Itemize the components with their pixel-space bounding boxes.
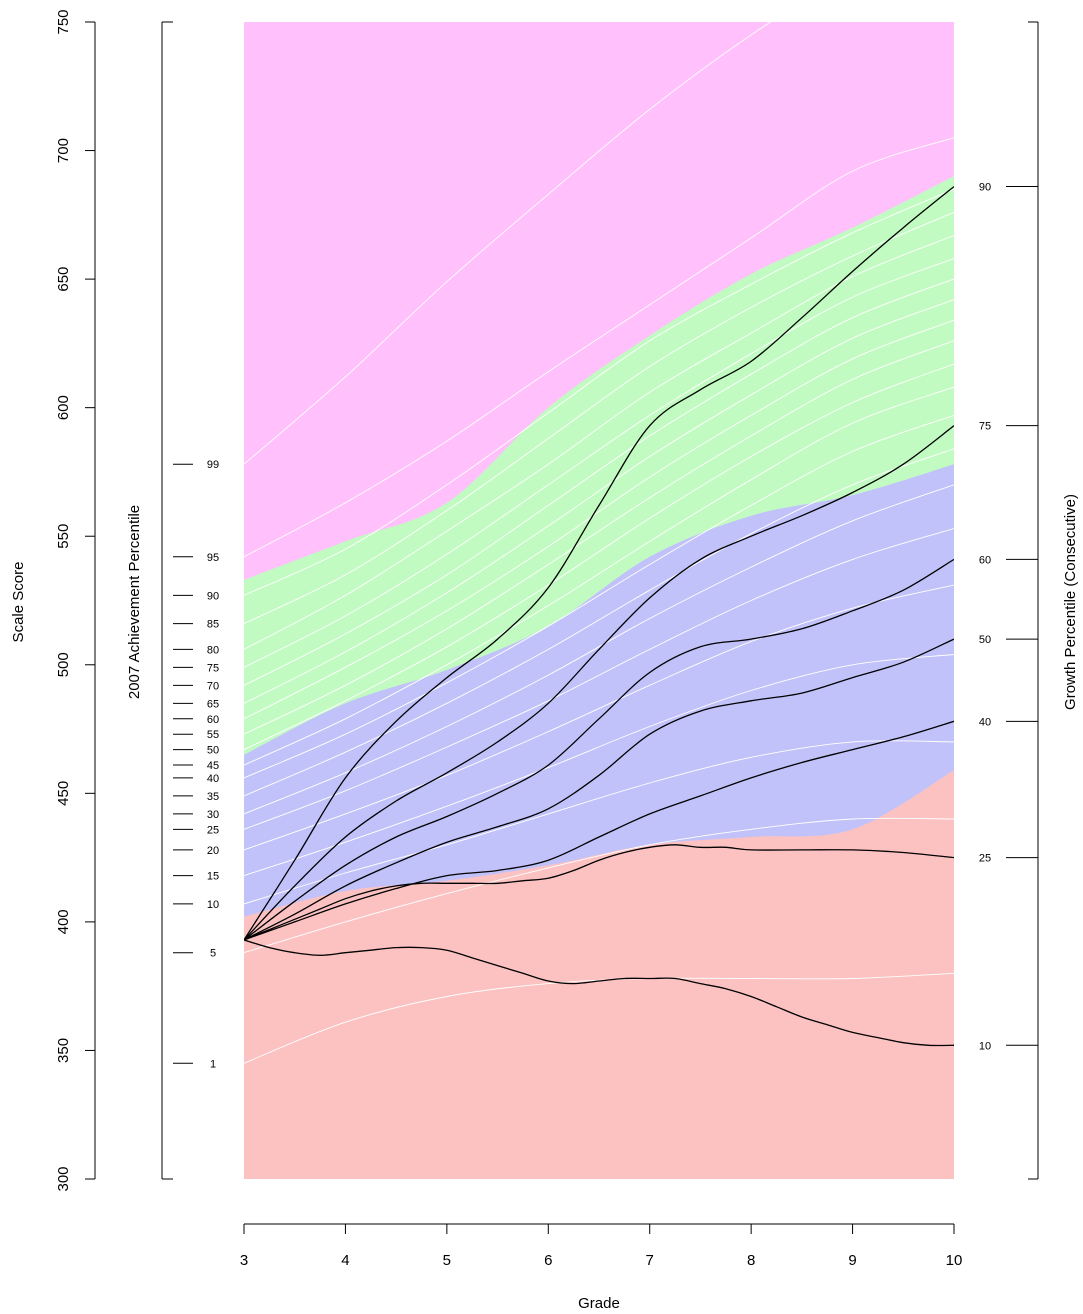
percentile-curve-35	[244, 448, 954, 797]
x-tick-label: 5	[443, 1252, 451, 1269]
achievement-tick-label: 90	[207, 590, 219, 602]
y-tick-label: 450	[55, 781, 72, 806]
growth-trajectory-75	[244, 425, 954, 941]
growth-trajectory-25	[244, 844, 954, 941]
region-bottom	[244, 770, 954, 1179]
percentile-curve-75	[244, 258, 954, 668]
achievement-tick-label: 15	[207, 871, 219, 883]
growth-tick-label: 60	[979, 554, 991, 566]
percentile-curve-60	[244, 319, 954, 720]
percentile-curve-25	[244, 528, 954, 830]
y-tick-label: 400	[55, 909, 72, 934]
y-tick-label: 650	[55, 267, 72, 292]
x-tick-label: 3	[240, 1252, 248, 1269]
growth-trajectory-10	[244, 939, 954, 1047]
growth-tick-label: 40	[979, 716, 991, 728]
achievement-tick-label: 1	[210, 1058, 216, 1070]
growth-tick-label: 10	[979, 1040, 991, 1052]
achievement-tick-label: 20	[207, 845, 219, 857]
growth-trajectory-50	[244, 638, 954, 941]
y-axis: 300 350 400 450 500 550 600 650 700 750	[55, 9, 96, 1192]
growth-percentile-axis: 90 75 60 50 40 25 10	[979, 21, 1039, 1180]
percentile-curve-20	[244, 584, 954, 851]
achievement-tick-label: 25	[207, 824, 219, 836]
percentile-curve-50	[244, 363, 954, 751]
achievement-tick-label: 99	[207, 459, 219, 471]
percentile-curve-15	[244, 654, 954, 877]
achievement-regions	[244, 22, 954, 1179]
x-axis-title: Grade	[578, 1295, 620, 1312]
achievement-axis-title: 2007 Achievement Percentile	[126, 505, 143, 699]
x-axis: 3 4 5 6 7 8 9 10	[240, 1223, 963, 1269]
achievement-tick-label: 55	[207, 729, 219, 741]
percentile-curve-5	[244, 817, 954, 954]
achievement-tick-label: 75	[207, 662, 219, 674]
growth-tick-label: 25	[979, 853, 991, 865]
x-tick-label: 4	[341, 1252, 349, 1269]
growth-trajectory-40	[244, 720, 954, 941]
achievement-tick-label: 40	[207, 773, 219, 785]
achievement-tick-label: 35	[207, 791, 219, 803]
percentile-curve-90	[244, 188, 954, 596]
percentile-curve-95	[244, 137, 954, 558]
y-tick-label: 300	[55, 1166, 72, 1191]
growth-percentile-curves	[244, 186, 954, 1047]
percentile-curve-65	[244, 299, 954, 704]
y-tick-label: 750	[55, 9, 72, 34]
x-tick-label: 8	[747, 1252, 755, 1269]
achievement-tick-label: 30	[207, 809, 219, 821]
x-tick-label: 6	[544, 1252, 552, 1269]
achievement-tick-label: 70	[207, 680, 219, 692]
percentile-curve-40	[244, 414, 954, 779]
achievement-tick-label: 50	[207, 745, 219, 757]
growth-trajectory-90	[244, 186, 954, 941]
achievement-tick-label: 85	[207, 619, 219, 631]
percentile-curve-70	[244, 278, 954, 686]
growth-tick-label: 75	[979, 421, 991, 433]
x-tick-label: 9	[848, 1252, 856, 1269]
percentile-curve-85	[244, 211, 954, 625]
x-tick-label: 10	[946, 1252, 963, 1269]
percentile-curve-10	[244, 740, 954, 905]
achievement-tick-label: 80	[207, 644, 219, 656]
achievement-tick-label: 60	[207, 714, 219, 726]
growth-trajectory-60	[244, 558, 954, 941]
achievement-tick-label: 95	[207, 552, 219, 564]
achievement-tick-label: 10	[207, 899, 219, 911]
achievement-tick-label: 45	[207, 760, 219, 772]
achievement-tick-label: 65	[207, 698, 219, 710]
y-tick-label: 700	[55, 138, 72, 163]
y-tick-label: 600	[55, 395, 72, 420]
x-tick-label: 7	[646, 1252, 654, 1269]
y-tick-label: 350	[55, 1038, 72, 1063]
y-axis-title: Scale Score	[10, 562, 27, 643]
percentile-curve-1	[244, 972, 954, 1064]
growth-axis-title: Growth Percentile (Consecutive)	[1062, 494, 1079, 710]
percentile-curve-55	[244, 340, 954, 735]
percentile-curve-99	[244, 22, 772, 465]
growth-tick-label: 90	[979, 182, 991, 194]
percentile-curve-30	[244, 484, 954, 815]
y-tick-label: 500	[55, 652, 72, 677]
achievement-tick-label: 5	[210, 948, 216, 960]
achievement-percentile-curves	[244, 22, 954, 1064]
percentile-curve-45	[244, 386, 954, 766]
y-tick-label: 550	[55, 524, 72, 549]
growth-tick-label: 50	[979, 634, 991, 646]
